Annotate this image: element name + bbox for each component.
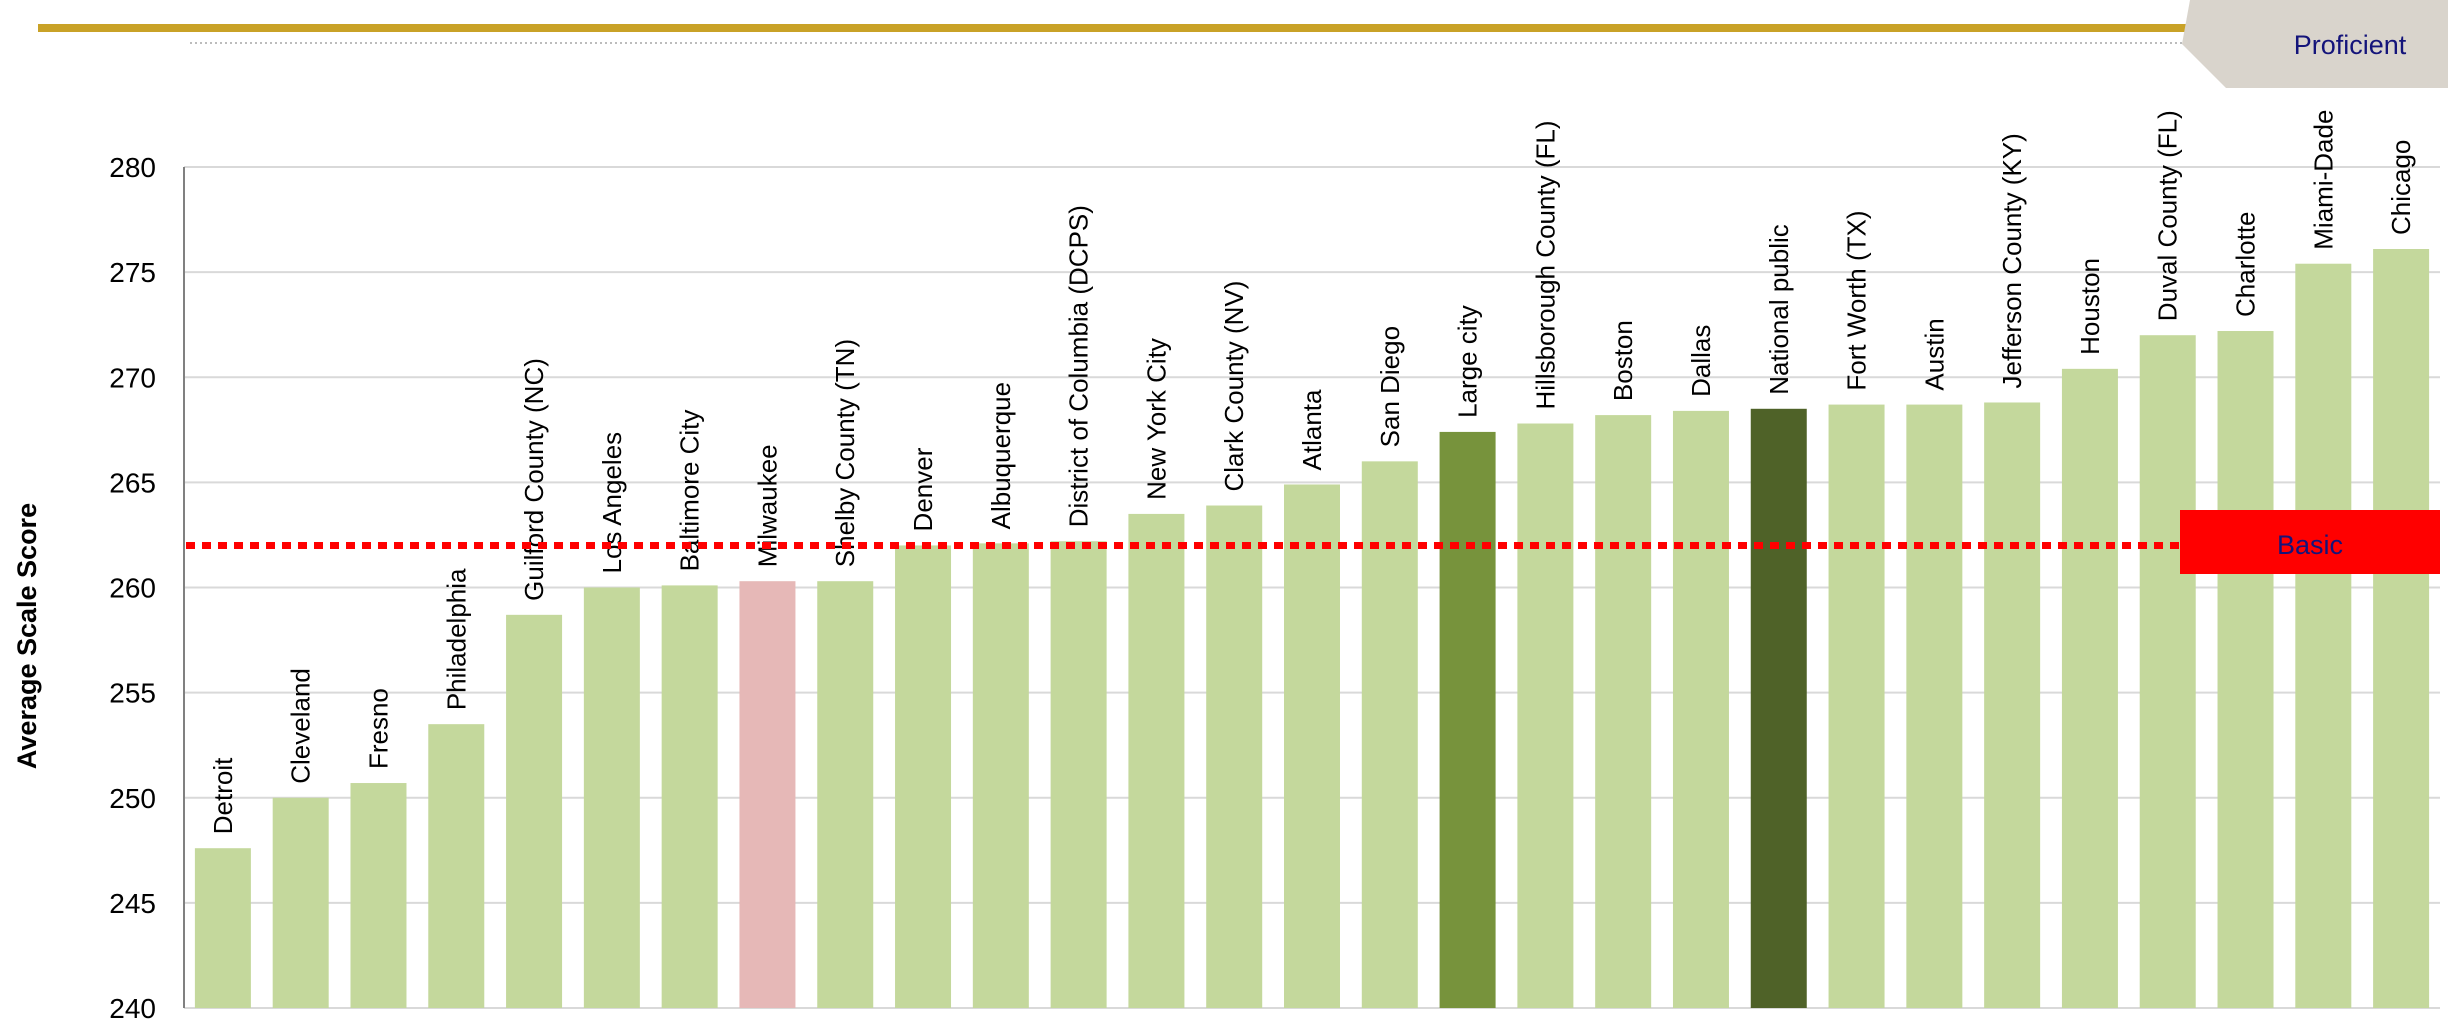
category-label: Guilford County (NC) xyxy=(519,358,549,601)
category-label: Los Angeles xyxy=(597,432,627,574)
category-label: Albuquerque xyxy=(986,382,1016,529)
bar xyxy=(583,587,640,1008)
proficient-band: Proficient xyxy=(2182,0,2448,88)
basic-band: Basic xyxy=(2180,510,2440,574)
category-label: Large city xyxy=(1453,305,1483,418)
bar xyxy=(350,783,407,1008)
bar xyxy=(817,581,874,1008)
category-label: Fort Worth (TX) xyxy=(1842,210,1872,390)
category-label: Chicago xyxy=(2386,140,2416,235)
y-tick-label: 260 xyxy=(109,573,156,604)
bar xyxy=(972,543,1029,1008)
bar xyxy=(506,614,563,1008)
category-label: District of Columbia (DCPS) xyxy=(1064,205,1094,527)
y-tick-labels: 240 245 250 255 260 265 270 275 280 xyxy=(109,152,156,1020)
bar xyxy=(1828,404,1885,1008)
bar xyxy=(1750,408,1807,1009)
proficient-band-shape xyxy=(2182,0,2448,88)
basic-band-box xyxy=(2180,510,2440,574)
bar xyxy=(739,581,796,1008)
bars xyxy=(194,248,2430,1009)
category-label: San Diego xyxy=(1375,326,1405,447)
bar xyxy=(2295,263,2352,1009)
bar xyxy=(895,545,952,1008)
y-tick-label: 250 xyxy=(109,783,156,814)
category-label: National public xyxy=(1764,224,1794,395)
category-label: Boston xyxy=(1608,320,1638,401)
bar xyxy=(2217,330,2274,1008)
category-label: Miami-Dade xyxy=(2308,110,2338,250)
category-label: Hillsborough County (FL) xyxy=(1530,120,1560,409)
bar xyxy=(2139,335,2196,1008)
proficient-band-label: Proficient xyxy=(2294,30,2407,60)
category-label: Charlotte xyxy=(2231,211,2261,317)
category-label: Atlanta xyxy=(1297,389,1327,470)
bar xyxy=(2373,248,2430,1008)
y-tick-label: 275 xyxy=(109,257,156,288)
basic-band-label: Basic xyxy=(2277,530,2343,560)
bar xyxy=(1595,415,1652,1009)
y-tick-label: 270 xyxy=(109,362,156,393)
bar xyxy=(1361,461,1418,1009)
bar xyxy=(1439,431,1496,1008)
category-label: Shelby County (TN) xyxy=(830,339,860,567)
bar xyxy=(1128,513,1185,1008)
y-tick-label: 245 xyxy=(109,888,156,919)
bar xyxy=(1284,484,1340,1008)
bar xyxy=(2061,368,2118,1009)
category-label: Detroit xyxy=(208,757,238,834)
category-label: Duval County (FL) xyxy=(2153,110,2183,321)
category-label: Houston xyxy=(2075,258,2105,355)
bar xyxy=(194,848,251,1008)
bar xyxy=(1206,505,1263,1008)
category-label: Jefferson County (KY) xyxy=(1997,133,2027,388)
category-label: Philadelphia xyxy=(441,568,471,710)
bar xyxy=(428,724,485,1008)
bar xyxy=(1517,423,1574,1008)
bar xyxy=(661,585,718,1008)
y-tick-label: 255 xyxy=(109,678,156,709)
category-labels: Detroit Cleveland Fresno Philadelphia Guilfo… xyxy=(208,110,2416,835)
category-label: Dallas xyxy=(1686,325,1716,397)
category-label: New York City xyxy=(1141,338,1171,500)
y-tick-label: 280 xyxy=(109,152,156,183)
bar xyxy=(1672,410,1729,1008)
bar xyxy=(1050,541,1107,1008)
y-axis-title: Average Scale Score xyxy=(12,503,42,769)
bar xyxy=(1984,402,2041,1009)
y-tick-label: 265 xyxy=(109,467,156,498)
category-label: Austin xyxy=(1919,318,1949,390)
bar xyxy=(1906,404,1963,1008)
category-label: Denver xyxy=(908,447,938,531)
category-label: Clark County (NV) xyxy=(1219,281,1249,492)
category-label: Cleveland xyxy=(286,668,316,784)
category-label: Fresno xyxy=(363,688,393,769)
bar xyxy=(272,797,329,1008)
y-tick-label: 240 xyxy=(109,993,156,1020)
